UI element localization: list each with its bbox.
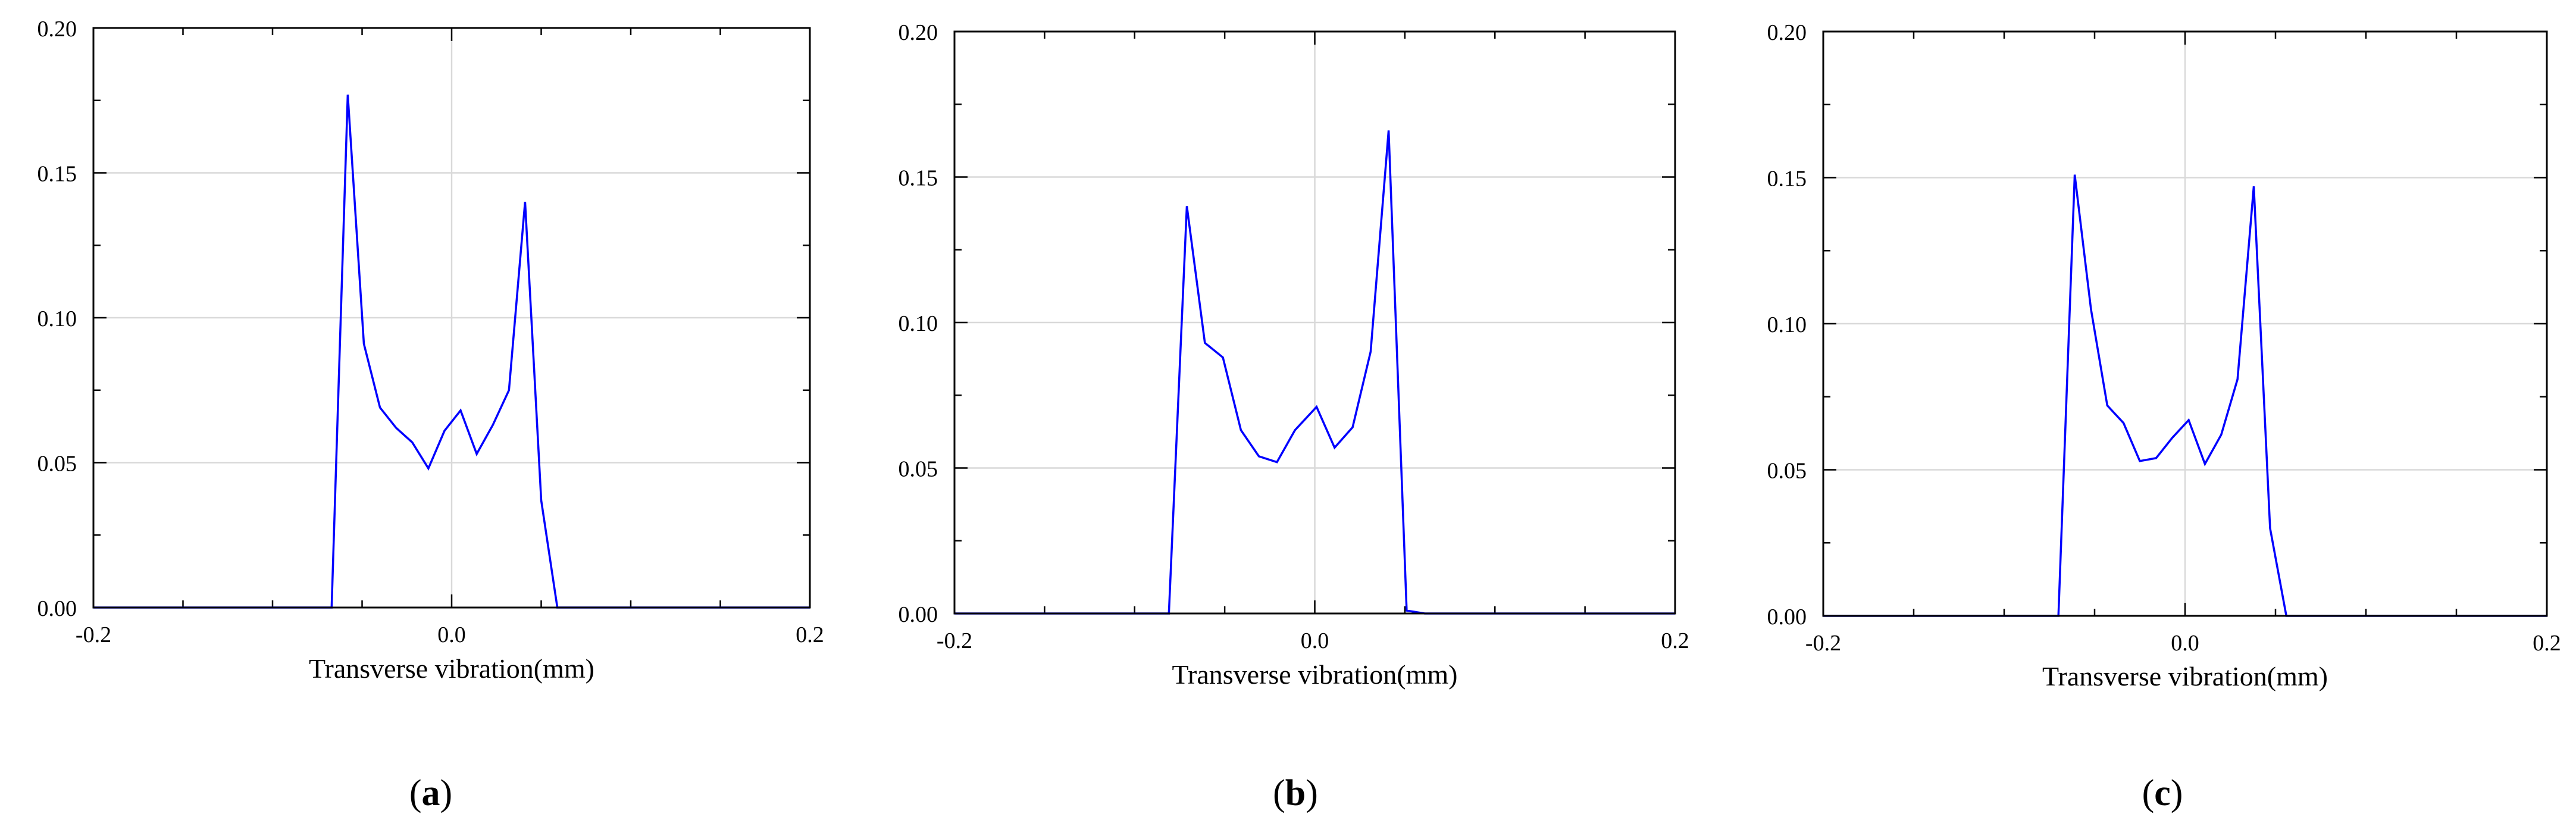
x-tick-label: 0.0 xyxy=(437,622,466,647)
panel-label-open-paren: ( xyxy=(1273,773,1285,813)
x-axis-label: Transverse vibration(mm) xyxy=(2042,661,2328,691)
y-tick-label: 0.10 xyxy=(1767,312,1807,337)
y-tick-label: 0.15 xyxy=(37,162,77,187)
y-tick-label: 0.00 xyxy=(1767,605,1807,630)
chart-panel-a: 0.00 0.05 0.10 0.15 0.20 -0.2 0.0 0.2 Transverse… xyxy=(37,17,824,813)
x-axis-label: Transverse vibration(mm) xyxy=(1172,659,1458,690)
panel-label-close-paren: ) xyxy=(440,773,453,813)
y-tick-label: 0.05 xyxy=(899,457,938,482)
panel-label: (a) xyxy=(409,773,452,813)
y-tick-label: 0.20 xyxy=(1767,20,1807,45)
x-tick-label: 0.0 xyxy=(2171,631,2199,656)
x-tick-label: 0.0 xyxy=(1301,628,1329,653)
y-tick-label: 0.05 xyxy=(37,452,77,477)
chart-panel-b: 0.00 0.05 0.10 0.15 0.20 -0.2 0.0 0.2 Transverse… xyxy=(899,20,1689,813)
data-line-series-0 xyxy=(93,94,810,609)
x-tick-label: 0.2 xyxy=(1661,628,1689,653)
y-tick-label: 0.15 xyxy=(1767,167,1807,192)
panel-label-letter: c xyxy=(2154,773,2171,813)
panel-label-close-paren: ) xyxy=(2171,773,2183,813)
chart-panel-c: 0.00 0.05 0.10 0.15 0.20 -0.2 0.0 0.2 Transverse… xyxy=(1767,20,2561,813)
y-tick-label: 0.10 xyxy=(37,306,77,331)
y-tick-label: 0.00 xyxy=(899,602,938,627)
y-tick-label: 0.15 xyxy=(899,166,938,191)
plot-frame xyxy=(1822,30,2548,617)
y-tick-label: 0.05 xyxy=(1767,459,1807,484)
y-tick-label: 0.20 xyxy=(37,17,77,42)
plot-frame xyxy=(92,27,811,609)
panel-label-close-paren: ) xyxy=(1306,773,1318,813)
panel-label-open-paren: ( xyxy=(409,773,422,813)
x-tick-label: -0.2 xyxy=(937,628,972,653)
x-tick-label: -0.2 xyxy=(76,622,111,647)
y-tick-label: 0.20 xyxy=(899,20,938,45)
y-tick-label: 0.00 xyxy=(37,596,77,621)
panel-label: (c) xyxy=(2142,773,2183,813)
x-tick-label: 0.2 xyxy=(2533,631,2561,656)
panel-label: (b) xyxy=(1273,773,1318,813)
x-tick-label: 0.2 xyxy=(796,622,824,647)
y-tick-label: 0.10 xyxy=(899,311,938,336)
panel-label-letter: b xyxy=(1285,773,1306,813)
panel-label-letter: a xyxy=(422,773,440,813)
x-tick-label: -0.2 xyxy=(1805,631,1841,656)
data-line-series-0 xyxy=(1823,174,2547,617)
plot-frame xyxy=(953,30,1676,615)
x-axis-label: Transverse vibration(mm) xyxy=(309,653,594,684)
panel-label-open-paren: ( xyxy=(2142,773,2155,813)
